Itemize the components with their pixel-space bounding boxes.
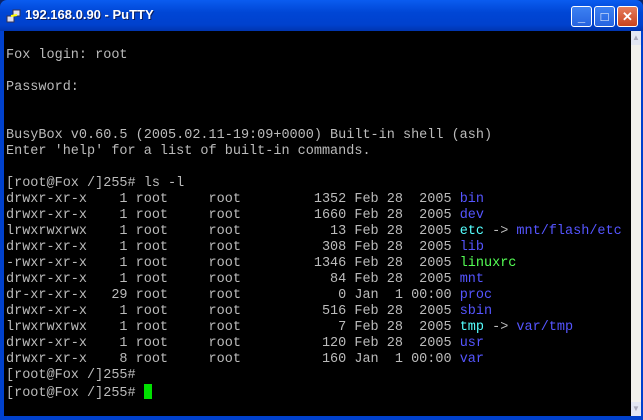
file-name: bin xyxy=(459,192,484,207)
file-meta: -rwxr-xr-x 1 root root 1346 Feb 28 2005 xyxy=(6,256,460,271)
terminal-line: BusyBox v0.60.5 (2005.02.11-19:09+0000) … xyxy=(6,128,493,143)
listing-row: drwxr-xr-x 1 root root 1660 Feb 28 2005 … xyxy=(6,208,622,224)
putty-app-icon[interactable] xyxy=(6,8,22,24)
file-meta: drwxr-xr-x 1 root root 84 Feb 28 2005 xyxy=(6,272,460,287)
listing-row: dr-xr-xr-x 29 root root 0 Jan 1 00:00 pr… xyxy=(6,288,622,304)
terminal-line: Enter 'help' for a list of built-in comm… xyxy=(6,144,371,159)
scroll-down-button[interactable]: ▼ xyxy=(631,402,641,416)
listing-row: drwxr-xr-x 1 root root 1352 Feb 28 2005 … xyxy=(6,192,622,208)
file-name: etc xyxy=(459,224,484,239)
file-meta: lrwxrwxrwx 1 root root 13 Feb 28 2005 xyxy=(6,224,460,239)
file-name: sbin xyxy=(459,304,493,319)
listing-row: lrwxrwxrwx 1 root root 7 Feb 28 2005 tmp… xyxy=(6,320,622,336)
terminal-screen[interactable]: Fox login: root Password: BusyBox v0.60.5 … xyxy=(4,31,631,416)
terminal-line xyxy=(6,160,622,176)
file-name: lib xyxy=(459,240,484,255)
listing-row: drwxr-xr-x 8 root root 160 Jan 1 00:00 v… xyxy=(6,352,622,368)
minimize-button[interactable]: _ xyxy=(571,6,592,27)
listing-row: drwxr-xr-x 1 root root 516 Feb 28 2005 s… xyxy=(6,304,622,320)
title-bar[interactable]: 192.168.0.90 - PuTTY _ □ ✕ xyxy=(0,0,643,31)
prompt: [root@Fox /]255# xyxy=(6,386,144,401)
cursor xyxy=(143,384,152,399)
listing-row: lrwxrwxrwx 1 root root 13 Feb 28 2005 et… xyxy=(6,224,622,240)
listing-row: -rwxr-xr-x 1 root root 1346 Feb 28 2005 … xyxy=(6,256,622,272)
terminal-output: Fox login: root Password: BusyBox v0.60.5 … xyxy=(6,32,622,401)
terminal-line: Password: xyxy=(6,80,79,95)
file-meta: drwxr-xr-x 1 root root 1660 Feb 28 2005 xyxy=(6,208,460,223)
listing-row: drwxr-xr-x 1 root root 120 Feb 28 2005 u… xyxy=(6,336,622,352)
prompt-line: [root@Fox /]255# xyxy=(6,384,622,401)
file-name: mnt xyxy=(459,272,484,287)
file-meta: drwxr-xr-x 1 root root 1352 Feb 28 2005 xyxy=(6,192,460,207)
symlink-target: mnt/flash/etc xyxy=(516,224,622,239)
terminal-line xyxy=(6,32,622,48)
file-meta: drwxr-xr-x 1 root root 308 Feb 28 2005 xyxy=(6,240,460,255)
file-name: proc xyxy=(459,288,493,303)
file-meta: drwxr-xr-x 1 root root 516 Feb 28 2005 xyxy=(6,304,460,319)
file-name: usr xyxy=(459,336,484,351)
terminal-line xyxy=(6,96,622,112)
symlink-arrow: -> xyxy=(484,320,517,335)
file-meta: lrwxrwxrwx 1 root root 7 Feb 28 2005 xyxy=(6,320,460,335)
listing-row: drwxr-xr-x 1 root root 84 Feb 28 2005 mn… xyxy=(6,272,622,288)
scroll-up-button[interactable]: ▲ xyxy=(631,31,641,45)
file-name: linuxrc xyxy=(459,256,517,271)
terminal-line: [root@Fox /]255# ls -l xyxy=(6,176,185,191)
symlink-target: var/tmp xyxy=(516,320,574,335)
file-name: var xyxy=(459,352,484,367)
terminal-line: [root@Fox /]255# xyxy=(6,368,136,383)
terminal-line: Fox login: root xyxy=(6,48,128,63)
terminal-line xyxy=(6,64,622,80)
terminal-line xyxy=(6,112,622,128)
listing-row: drwxr-xr-x 1 root root 308 Feb 28 2005 l… xyxy=(6,240,622,256)
vertical-scrollbar[interactable]: ▲ ▼ xyxy=(631,31,641,416)
file-name: dev xyxy=(459,208,484,223)
file-name: tmp xyxy=(459,320,484,335)
symlink-arrow: -> xyxy=(484,224,517,239)
window-title: 192.168.0.90 - PuTTY xyxy=(25,7,154,22)
close-button[interactable]: ✕ xyxy=(617,6,638,27)
file-meta: drwxr-xr-x 8 root root 160 Jan 1 00:00 xyxy=(6,352,460,367)
file-meta: dr-xr-xr-x 29 root root 0 Jan 1 00:00 xyxy=(6,288,460,303)
file-meta: drwxr-xr-x 1 root root 120 Feb 28 2005 xyxy=(6,336,460,351)
maximize-button[interactable]: □ xyxy=(594,6,615,27)
